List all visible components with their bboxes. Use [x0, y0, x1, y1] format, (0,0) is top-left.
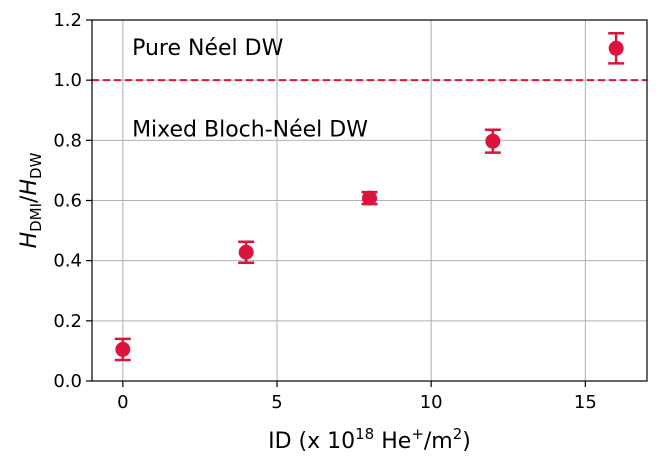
x-label-exponent: 18 — [355, 425, 374, 443]
y-label-h2: H — [17, 179, 42, 196]
x-label-square: 2 — [453, 425, 463, 443]
y-axis-ticks: 0.0 0.2 0.4 0.6 0.8 1.0 1.2 — [53, 10, 92, 392]
x-label-suffix: ) — [462, 429, 471, 454]
x-label-plus: + — [411, 425, 424, 443]
y-tick-label: 0.0 — [53, 371, 82, 392]
x-label-unit-m: /m — [424, 429, 453, 454]
y-tick-label: 0.6 — [53, 191, 82, 212]
x-axis-label: ID (x 1018 He+/m2) — [268, 425, 471, 454]
marker — [115, 341, 131, 357]
data-point — [484, 128, 501, 154]
y-label-sub-dmi: DMI — [27, 203, 45, 232]
y-tick-label: 0.8 — [53, 130, 82, 151]
data-points — [114, 31, 625, 362]
x-tick-label: 10 — [420, 392, 443, 413]
y-label-h1: H — [17, 232, 42, 249]
x-tick-label: 0 — [117, 392, 128, 413]
data-point — [361, 190, 378, 206]
data-point — [238, 240, 255, 265]
x-tick-label: 15 — [574, 392, 597, 413]
marker — [608, 40, 624, 56]
marker — [362, 190, 377, 206]
data-point — [608, 31, 625, 65]
y-tick-label: 0.4 — [53, 251, 82, 272]
x-label-unit-he: He — [374, 429, 411, 454]
y-axis-label: HDMI/HDW — [17, 152, 45, 248]
y-label-slash: / — [17, 195, 42, 203]
y-label-sub-dw: DW — [27, 152, 45, 179]
y-tick-label: 0.2 — [53, 311, 82, 332]
data-point — [114, 337, 131, 362]
marker — [238, 244, 254, 260]
x-label-prefix: ID (x 10 — [268, 429, 355, 454]
annotations: Pure Néel DW Mixed Bloch-Néel DW — [132, 36, 368, 142]
x-axis-ticks: 0 5 10 15 — [117, 381, 597, 413]
annotation-mixed-bloch-neel: Mixed Bloch-Néel DW — [132, 117, 368, 142]
marker — [485, 133, 501, 149]
y-tick-label: 1.2 — [53, 10, 82, 31]
annotation-pure-neel: Pure Néel DW — [132, 36, 283, 61]
y-tick-label: 1.0 — [53, 70, 82, 91]
x-tick-label: 5 — [271, 392, 282, 413]
